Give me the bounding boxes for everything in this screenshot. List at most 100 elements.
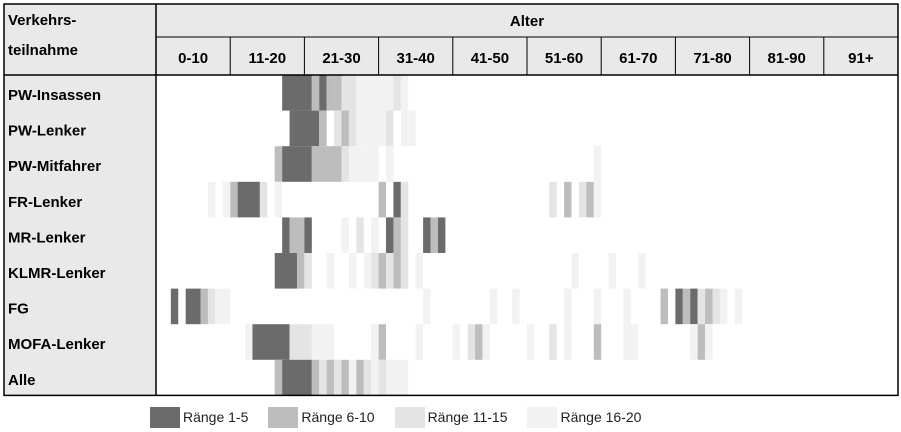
heat-cell	[348, 110, 357, 147]
legend-item: Ränge 1-5	[150, 406, 248, 428]
heat-cell	[423, 288, 431, 325]
heat-cell	[304, 253, 312, 289]
heat-cell	[341, 146, 349, 182]
heat-cell	[482, 324, 490, 360]
heat-cell	[274, 359, 283, 396]
heat-cell	[400, 217, 409, 253]
heat-cell	[319, 75, 327, 111]
heat-cell	[252, 324, 290, 360]
heat-cell	[363, 253, 372, 289]
heat-cell	[207, 288, 216, 325]
heat-cell	[363, 75, 394, 111]
header-background	[4, 4, 898, 75]
heat-cell	[282, 75, 312, 111]
row-label: FR-Lenker	[8, 194, 82, 211]
heat-cell	[549, 324, 557, 360]
heat-cell	[400, 253, 409, 289]
header-left-line1: Verkehrs-	[8, 12, 76, 29]
heat-cell	[311, 324, 335, 360]
heat-cell	[207, 181, 216, 218]
legend-swatch	[394, 406, 425, 428]
heat-cell	[356, 146, 364, 182]
heat-cell	[282, 146, 312, 182]
heat-cell	[356, 359, 364, 396]
legend-swatch	[527, 406, 558, 428]
age-group-label: 0-10	[178, 50, 208, 67]
heat-cell	[341, 75, 349, 111]
heat-cell	[393, 75, 401, 111]
heat-cell	[527, 324, 535, 360]
heat-cell	[705, 324, 713, 360]
legend-item: Ränge 11-15	[394, 406, 508, 428]
heat-cell	[549, 181, 557, 218]
heat-cell	[430, 217, 438, 253]
heat-cell	[289, 217, 305, 253]
heat-cell	[705, 288, 713, 325]
heat-cell	[467, 324, 476, 360]
heat-cell	[386, 253, 394, 289]
age-group-label: 51-60	[545, 50, 583, 67]
heat-cell	[363, 359, 372, 396]
heat-cell	[282, 359, 312, 396]
heat-cell	[378, 359, 387, 396]
heat-cell	[393, 253, 401, 289]
heat-cell	[623, 324, 639, 360]
heat-cell	[593, 288, 602, 325]
heat-cell	[437, 217, 446, 253]
heat-cell	[170, 288, 179, 325]
age-group-label: 91+	[848, 50, 874, 67]
legend-label: Ränge 11-15	[427, 409, 508, 425]
heat-cell	[200, 288, 208, 325]
age-group-label: 81-90	[768, 50, 806, 67]
heat-cell	[348, 253, 357, 289]
row-label: PW-Mitfahrer	[8, 158, 101, 175]
legend-swatch	[150, 406, 180, 428]
row-label: MR-Lenker	[8, 229, 86, 246]
heat-cell	[363, 110, 379, 147]
legend-item: Ränge 16-20	[527, 406, 642, 428]
heat-cell	[690, 288, 698, 325]
heat-cell	[697, 324, 706, 360]
heat-cell	[326, 359, 335, 396]
heat-cell	[393, 217, 401, 253]
heat-cell	[386, 217, 394, 253]
heat-cell	[423, 217, 431, 253]
heat-cell	[274, 253, 297, 289]
heat-cell	[356, 75, 364, 111]
age-group-label: 31-40	[397, 50, 435, 67]
heat-cell	[334, 359, 342, 396]
heat-cell	[259, 181, 268, 218]
heat-cell	[341, 217, 349, 253]
heat-cell	[386, 110, 394, 147]
heat-cell	[415, 253, 424, 289]
row-label: MOFA-Lenker	[8, 336, 106, 353]
age-group-label: 71-80	[693, 50, 731, 67]
heat-cell	[475, 324, 483, 360]
heat-cell	[578, 181, 587, 218]
row-label: FG	[8, 301, 29, 318]
heat-cell	[311, 359, 320, 396]
age-rank-heatmap: Verkehrs-teilnahme Alter 0-10 11-20 21-30 31-…	[3, 3, 899, 397]
heat-cell	[593, 146, 602, 182]
heat-cell	[326, 253, 335, 289]
row-label: PW-Lenker	[8, 123, 86, 140]
heat-cell	[289, 324, 312, 360]
heat-cell	[319, 359, 327, 396]
row-label: Alle	[8, 372, 36, 389]
row-label-background	[4, 75, 156, 396]
heat-cell	[682, 288, 691, 325]
heat-cell	[489, 288, 498, 325]
heat-cell	[274, 146, 283, 182]
age-group-label: 21-30	[322, 50, 360, 67]
legend: Ränge 1-5 Ränge 6-10 Ränge 11-15 Ränge 16-2…	[150, 405, 661, 429]
heat-cell	[230, 181, 238, 218]
heat-cell	[289, 110, 320, 147]
heat-cell	[348, 75, 357, 111]
age-group-label: 41-50	[471, 50, 509, 67]
legend-label: Ränge 16-20	[560, 409, 642, 425]
age-group-label: 11-20	[249, 50, 287, 67]
heat-cell	[697, 288, 706, 325]
heat-cell	[348, 359, 357, 396]
heat-cell	[586, 181, 594, 218]
heat-cell	[222, 181, 231, 218]
